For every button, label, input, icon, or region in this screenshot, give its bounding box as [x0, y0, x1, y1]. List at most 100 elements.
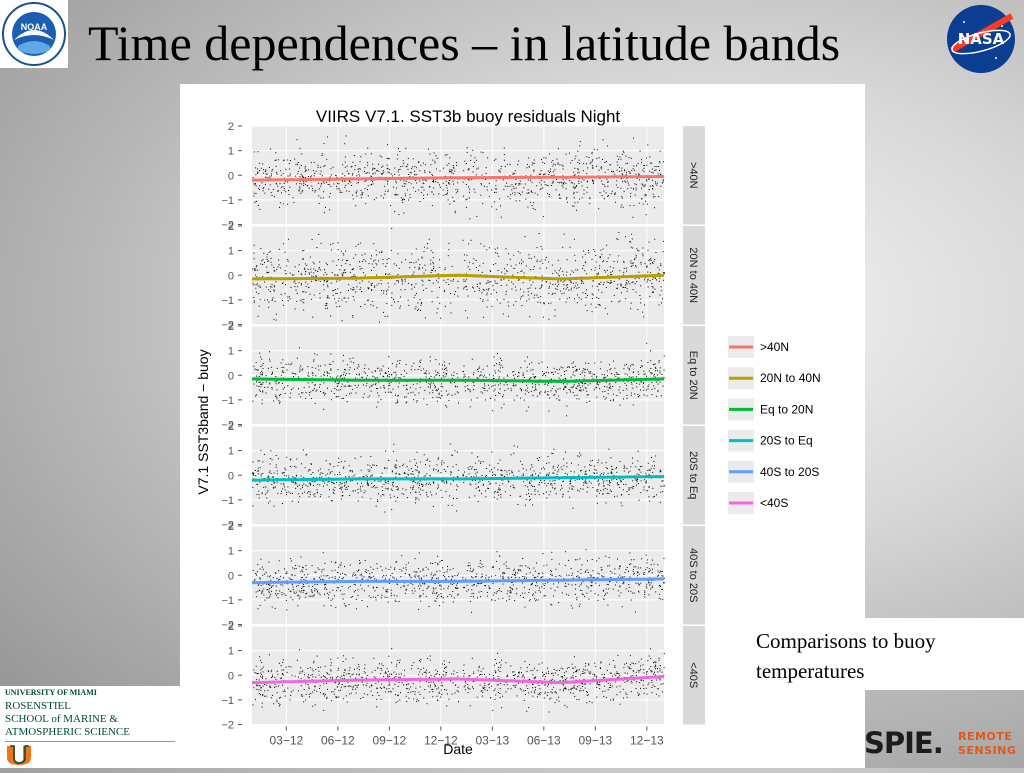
data-point — [344, 187, 345, 188]
data-point — [356, 192, 357, 193]
data-point — [304, 574, 305, 575]
data-point — [283, 577, 284, 578]
data-point — [330, 244, 331, 245]
data-point — [414, 174, 415, 175]
data-point — [599, 283, 600, 284]
data-point — [587, 295, 588, 296]
data-point — [318, 195, 319, 196]
data-point — [595, 388, 596, 389]
data-point — [308, 491, 309, 492]
data-point — [337, 465, 338, 466]
data-point — [432, 392, 433, 393]
data-point — [495, 373, 496, 374]
data-point — [663, 251, 664, 252]
data-point — [513, 371, 514, 372]
data-point — [268, 503, 269, 504]
data-point — [356, 280, 357, 281]
data-point — [290, 364, 291, 365]
data-point — [553, 449, 554, 450]
data-point — [506, 183, 507, 184]
data-point — [266, 174, 267, 175]
data-point — [274, 271, 275, 272]
data-point — [286, 364, 287, 365]
data-point — [347, 401, 348, 402]
data-point — [577, 151, 578, 152]
data-point — [298, 377, 299, 378]
data-point — [425, 317, 426, 318]
data-point — [549, 319, 550, 320]
data-point — [435, 386, 436, 387]
data-point — [452, 584, 453, 585]
data-point — [438, 193, 439, 194]
data-point — [360, 161, 361, 162]
data-point — [433, 482, 434, 483]
data-point — [310, 470, 311, 471]
data-point — [346, 302, 347, 303]
data-point — [335, 576, 336, 577]
data-point — [284, 468, 285, 469]
data-point — [271, 586, 272, 587]
data-point — [259, 170, 260, 171]
data-point — [389, 172, 390, 173]
data-point — [552, 166, 553, 167]
data-point — [300, 188, 301, 189]
data-point — [540, 174, 541, 175]
data-point — [601, 567, 602, 568]
data-point — [372, 168, 373, 169]
data-point — [340, 574, 341, 575]
data-point — [468, 266, 469, 267]
data-point — [292, 373, 293, 374]
data-point — [457, 281, 458, 282]
data-point — [585, 363, 586, 364]
data-point — [555, 371, 556, 372]
data-point — [276, 397, 277, 398]
data-point — [603, 284, 604, 285]
data-point — [546, 463, 547, 464]
data-point — [261, 260, 262, 261]
data-point — [470, 160, 471, 161]
data-point — [409, 182, 410, 183]
data-point — [442, 369, 443, 370]
data-point — [326, 263, 327, 264]
data-point — [591, 483, 592, 484]
data-point — [651, 283, 652, 284]
data-point — [330, 376, 331, 377]
data-point — [626, 282, 627, 283]
data-point — [457, 476, 458, 477]
data-point — [573, 193, 574, 194]
data-point — [270, 575, 271, 576]
data-point — [466, 163, 467, 164]
data-point — [551, 453, 552, 454]
data-point — [528, 295, 529, 296]
data-point — [628, 472, 629, 473]
data-point — [628, 571, 629, 572]
data-point — [512, 184, 513, 185]
data-point — [313, 276, 314, 277]
facet-strip-label: 20N to 40N — [687, 247, 699, 303]
data-point — [555, 164, 556, 165]
data-point — [631, 395, 632, 396]
data-point — [636, 383, 637, 384]
data-point — [518, 161, 519, 162]
data-point — [346, 373, 347, 374]
data-point — [420, 462, 421, 463]
data-point — [486, 283, 487, 284]
data-point — [499, 362, 500, 363]
data-point — [554, 394, 555, 395]
data-point — [404, 397, 405, 398]
data-point — [637, 460, 638, 461]
data-point — [556, 179, 557, 180]
data-point — [420, 362, 421, 363]
data-point — [450, 444, 451, 445]
data-point — [254, 183, 255, 184]
data-point — [473, 374, 474, 375]
data-point — [469, 262, 470, 263]
data-point — [615, 202, 616, 203]
data-point — [632, 480, 633, 481]
data-point — [530, 599, 531, 600]
data-point — [490, 483, 491, 484]
data-point — [664, 356, 665, 357]
data-point — [620, 478, 621, 479]
data-point — [654, 465, 655, 466]
data-point — [565, 386, 566, 387]
